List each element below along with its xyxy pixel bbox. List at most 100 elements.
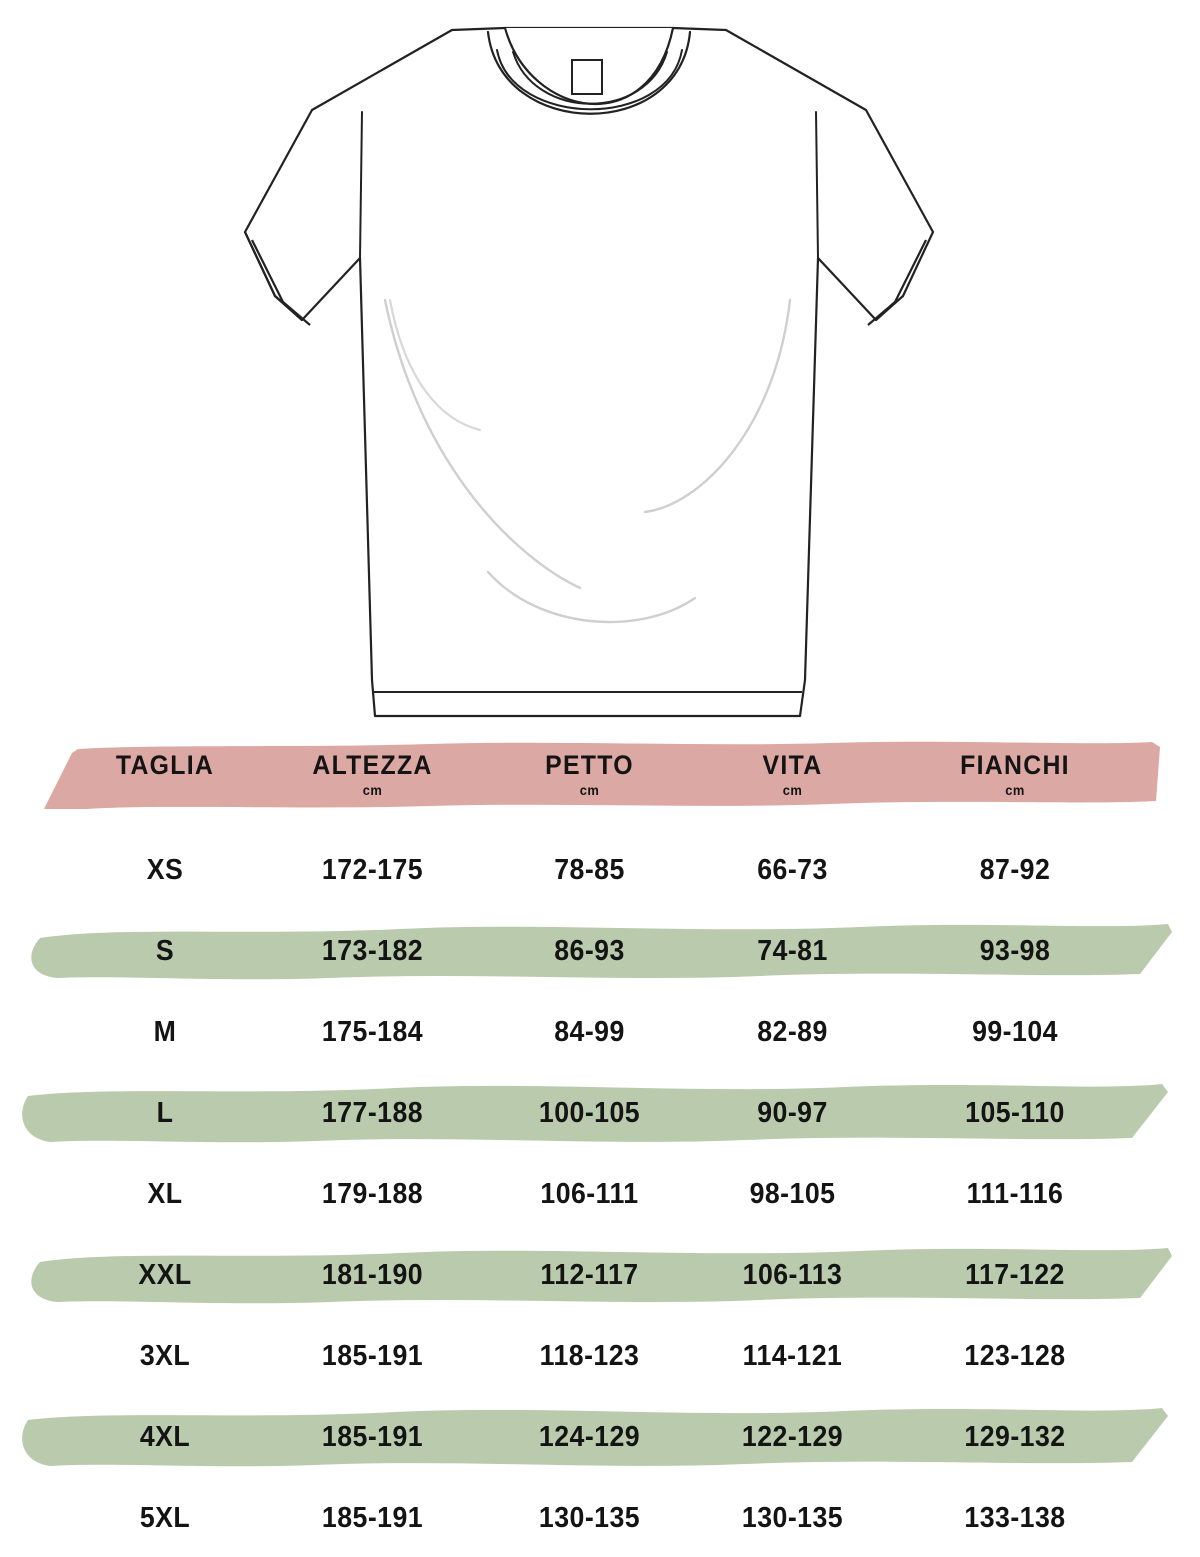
left-sleeve-cuff-edge (244, 231, 303, 321)
cell-altezza: 179-188 (264, 1155, 480, 1233)
header-band-shape (44, 741, 1160, 809)
size-label: 3XL (139, 1339, 191, 1372)
header-band (0, 735, 1200, 813)
vita-value: 122-129 (741, 1420, 844, 1453)
row-highlight-band (0, 1398, 1200, 1476)
header-cell-vita: VITA cm (698, 735, 887, 813)
cell-fianchi: 93-98 (909, 912, 1121, 990)
left-shoulder-seam (359, 111, 363, 259)
petto-value: 130-135 (538, 1501, 641, 1534)
cell-petto: 124-129 (495, 1398, 684, 1476)
cell-petto: 130-135 (495, 1479, 684, 1557)
table-header-row: TAGLIA ALTEZZA cm PETTO cm VITA cm FIANC… (0, 735, 1200, 813)
cell-vita: 74-81 (698, 912, 887, 990)
header-cell-altezza: ALTEZZA cm (264, 735, 480, 813)
cell-petto: 78-85 (495, 831, 684, 909)
size-label: 4XL (139, 1420, 191, 1453)
cell-vita: 66-73 (698, 831, 887, 909)
table-row: 3XL 185-191 118-123 114-121 123-128 (0, 1317, 1200, 1395)
cell-fianchi: 129-132 (909, 1398, 1121, 1476)
cell-fianchi: 105-110 (909, 1074, 1121, 1152)
cell-altezza: 185-191 (264, 1479, 480, 1557)
right-sleeve-cuff (867, 239, 927, 326)
vita-value: 98-105 (749, 1177, 836, 1210)
table-row: XXL 181-190 112-117 106-113 117-122 (0, 1236, 1200, 1314)
collar-rib-lower (496, 49, 683, 111)
altezza-value: 181-190 (321, 1258, 424, 1291)
table-row: 5XL 185-191 130-135 130-135 133-138 (0, 1479, 1200, 1557)
table-row: M 175-184 84-99 82-89 99-104 (0, 993, 1200, 1071)
cell-size: 5XL (78, 1479, 253, 1557)
tshirt-body-outline (243, 26, 935, 718)
cell-size: M (78, 993, 253, 1071)
drape-fold-right (643, 298, 792, 514)
fianchi-value: 123-128 (964, 1339, 1066, 1372)
drape-fold-lower (486, 570, 697, 624)
header-label-petto: PETTO (545, 750, 634, 780)
row-band-shape (22, 1084, 1168, 1143)
tshirt-svg (243, 26, 935, 718)
collar-rib-inner (512, 51, 668, 105)
table-row: 4XL 185-191 124-129 122-129 129-132 (0, 1398, 1200, 1476)
drape-fold-left (383, 298, 582, 590)
cell-fianchi: 87-92 (909, 831, 1121, 909)
care-label-tag (571, 59, 603, 95)
size-label: M (153, 1015, 177, 1048)
table-row: XL 179-188 106-111 98-105 111-116 (0, 1155, 1200, 1233)
cell-vita: 98-105 (698, 1155, 887, 1233)
header-unit-petto: cm (579, 782, 600, 799)
altezza-value: 173-182 (321, 934, 424, 967)
fianchi-value: 117-122 (965, 1258, 1065, 1291)
header-cell-taglia: TAGLIA (78, 735, 253, 813)
fianchi-value: 105-110 (965, 1096, 1065, 1129)
header-unit-altezza: cm (362, 782, 383, 799)
cell-size: S (78, 912, 253, 990)
row-band-shape (31, 924, 1173, 980)
collar-outer-sweep (486, 30, 692, 115)
cell-fianchi: 123-128 (909, 1317, 1121, 1395)
petto-value: 112-117 (540, 1258, 639, 1291)
table-row: L 177-188 100-105 90-97 105-110 (0, 1074, 1200, 1152)
cell-vita: 106-113 (698, 1236, 887, 1314)
cell-petto: 118-123 (495, 1317, 684, 1395)
cell-size: XXL (78, 1236, 253, 1314)
fianchi-value: 129-132 (964, 1420, 1066, 1453)
cell-petto: 86-93 (495, 912, 684, 990)
altezza-value: 177-188 (321, 1096, 424, 1129)
header-label-vita: VITA (762, 750, 823, 780)
size-label: 5XL (139, 1501, 191, 1534)
cell-fianchi: 133-138 (909, 1479, 1121, 1557)
altezza-value: 185-191 (321, 1339, 424, 1372)
fianchi-value: 87-92 (979, 853, 1051, 886)
row-band-shape (22, 1408, 1168, 1467)
header-label-fianchi: FIANCHI (960, 750, 1070, 780)
cell-fianchi: 111-116 (909, 1155, 1121, 1233)
cell-size: 3XL (78, 1317, 253, 1395)
table-row: XS 172-175 78-85 66-73 87-92 (0, 831, 1200, 909)
size-label: XS (146, 853, 184, 886)
vita-value: 74-81 (757, 934, 828, 967)
fianchi-value: 99-104 (972, 1015, 1058, 1048)
table-row: S 173-182 86-93 74-81 93-98 (0, 912, 1200, 990)
vita-value: 90-97 (757, 1096, 828, 1129)
cell-vita: 90-97 (698, 1074, 887, 1152)
altezza-value: 172-175 (321, 853, 424, 886)
size-label: L (156, 1096, 174, 1129)
cell-altezza: 177-188 (264, 1074, 480, 1152)
vita-value: 114-121 (742, 1339, 843, 1372)
altezza-value: 179-188 (321, 1177, 424, 1210)
header-unit-fianchi: cm (1005, 782, 1025, 799)
cell-petto: 112-117 (495, 1236, 684, 1314)
cell-petto: 84-99 (495, 993, 684, 1071)
petto-value: 86-93 (554, 934, 625, 967)
cell-altezza: 185-191 (264, 1317, 480, 1395)
fianchi-value: 93-98 (979, 934, 1051, 967)
header-unit-vita: cm (782, 782, 803, 799)
vita-value: 106-113 (742, 1258, 843, 1291)
altezza-value: 175-184 (321, 1015, 424, 1048)
size-label: XXL (138, 1258, 192, 1291)
row-band-shape (31, 1248, 1173, 1304)
petto-value: 124-129 (538, 1420, 641, 1453)
altezza-value: 185-191 (321, 1420, 424, 1453)
row-highlight-band (0, 1236, 1200, 1314)
